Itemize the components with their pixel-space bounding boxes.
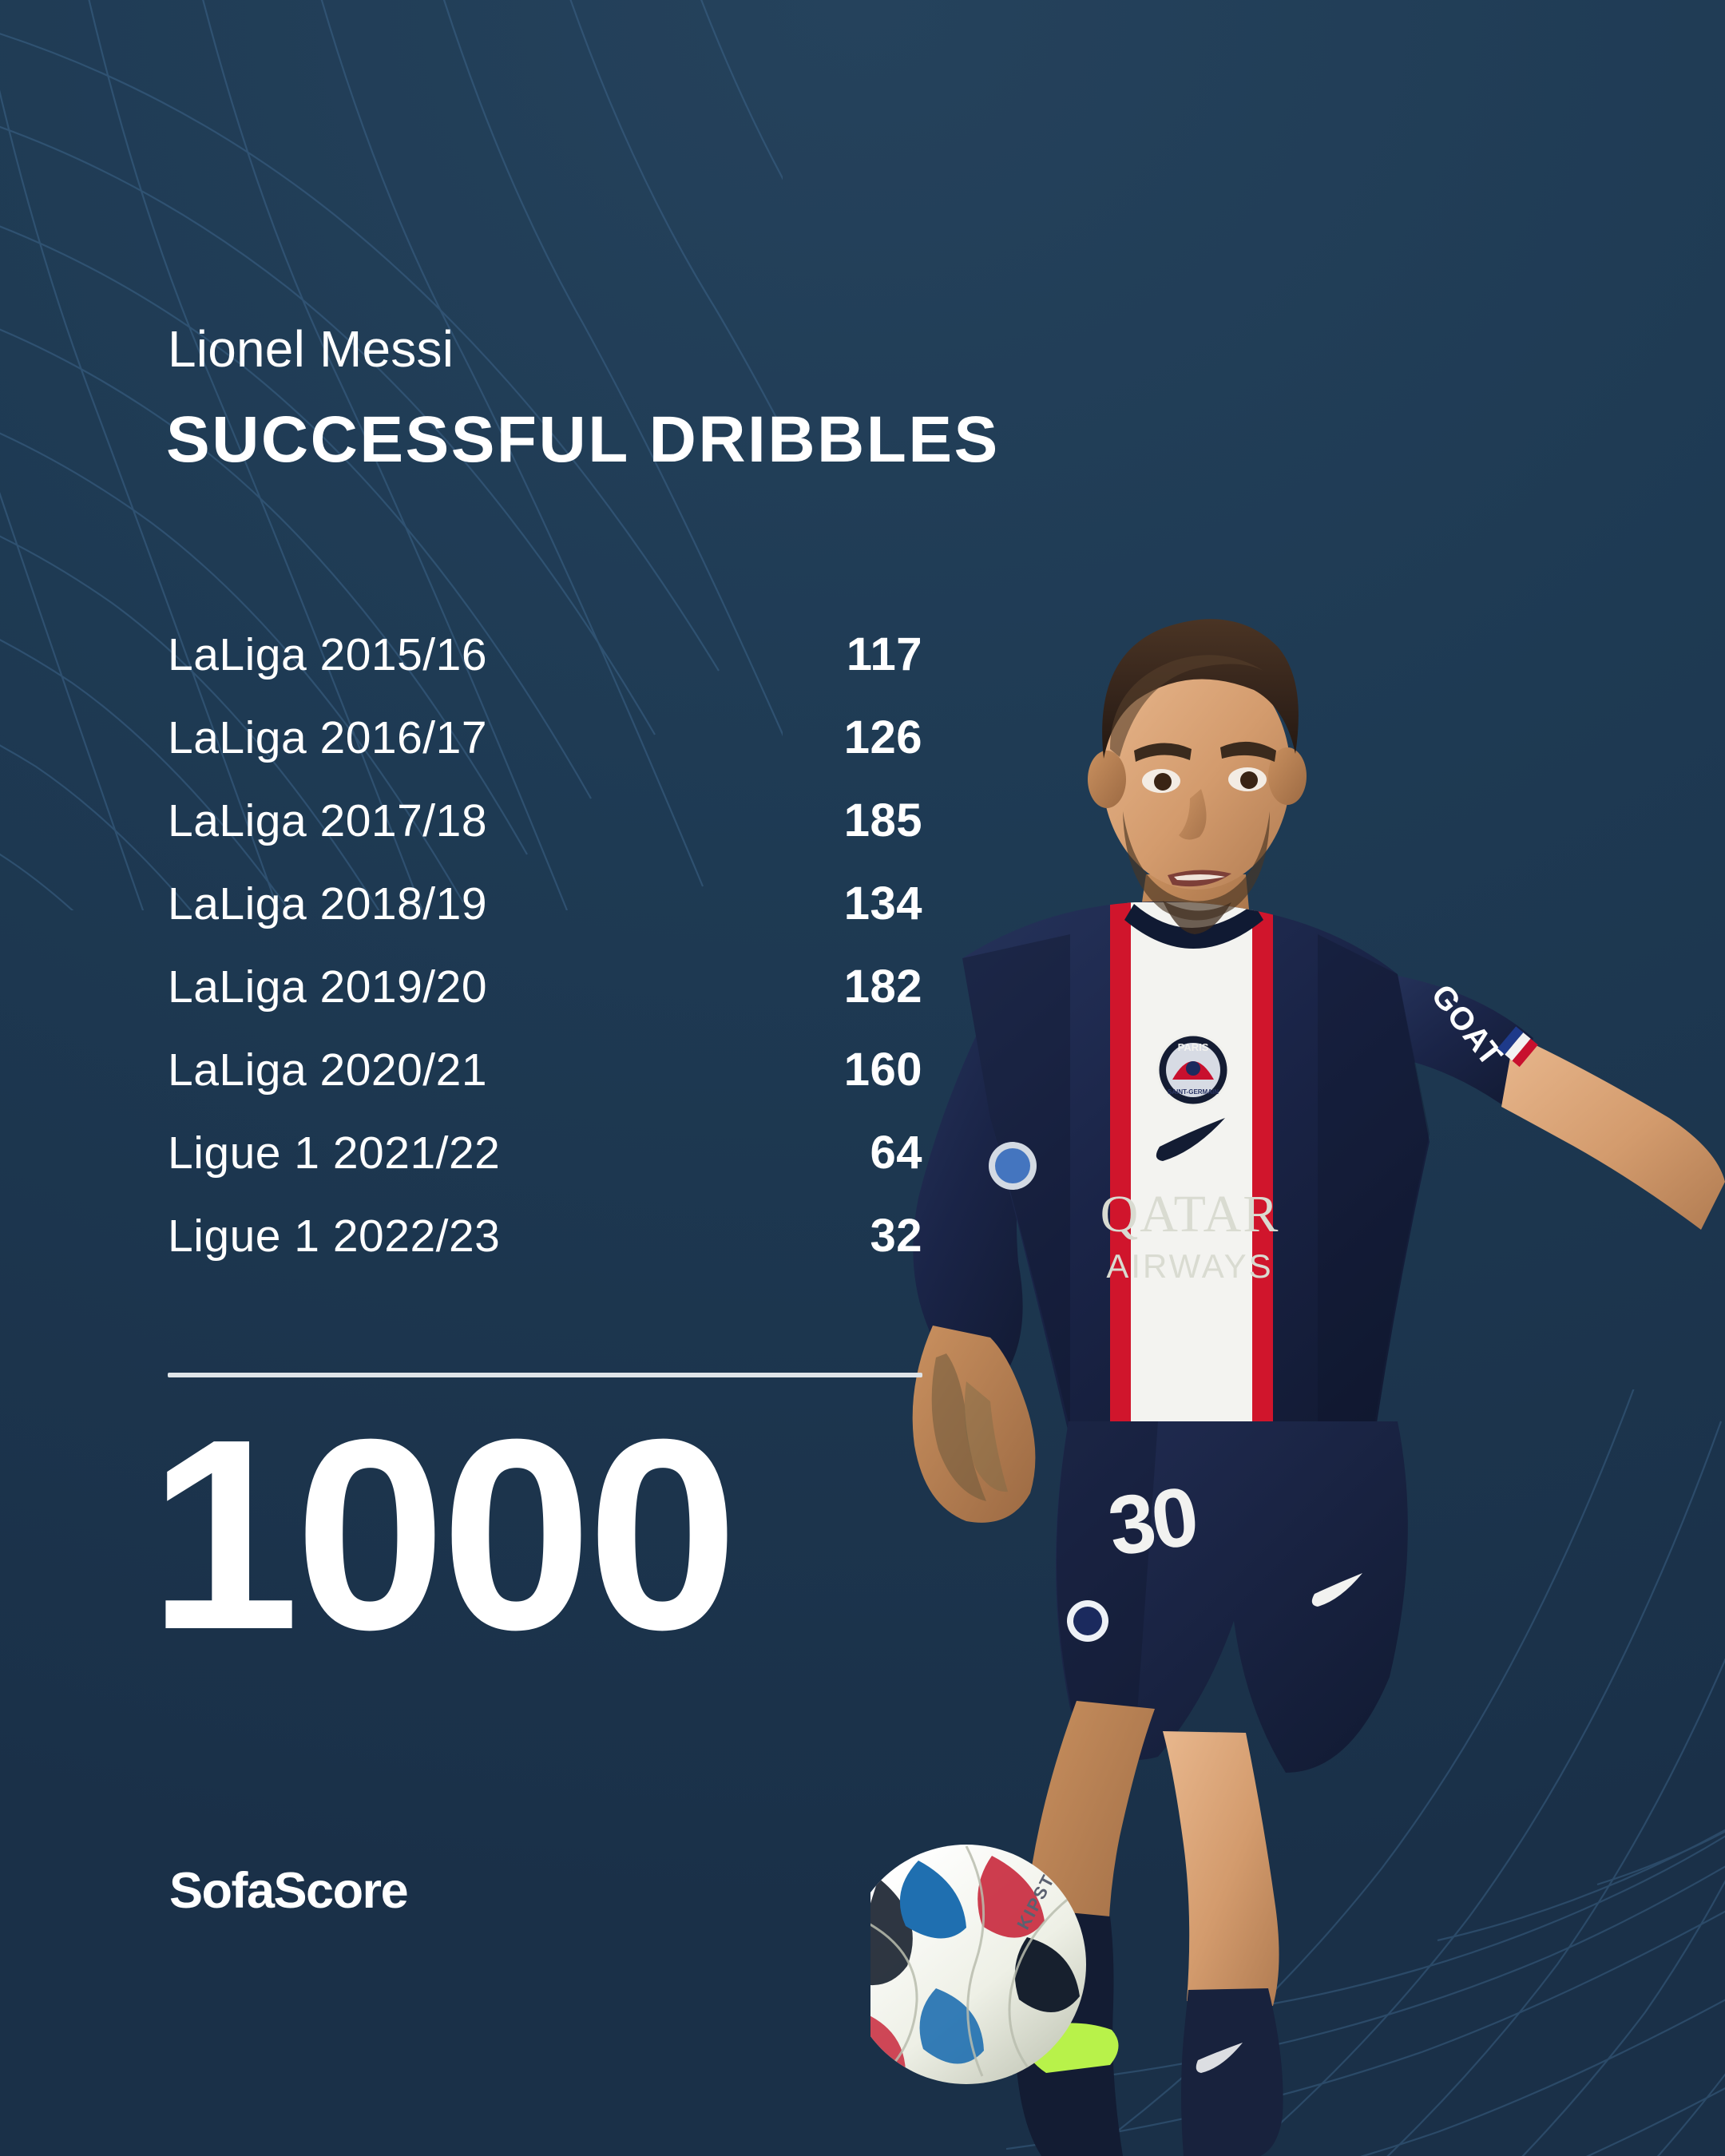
stat-row-label: LaLiga 2016/17 xyxy=(168,712,488,763)
stat-row-value: 117 xyxy=(846,628,922,680)
player-head xyxy=(1088,619,1307,934)
stat-row: LaLiga 2017/18 185 xyxy=(168,794,922,877)
stat-row: Ligue 1 2021/22 64 xyxy=(168,1126,922,1209)
player-legs xyxy=(1015,1701,1283,2156)
season-stats-list: LaLiga 2015/16 117 LaLiga 2016/17 126 LaLiga… xyxy=(168,628,922,1292)
nike-swoosh-icon xyxy=(1156,1118,1225,1161)
stat-row-label: LaLiga 2017/18 xyxy=(168,795,488,846)
flag-patch xyxy=(1497,1026,1538,1068)
shorts-number: 30 xyxy=(1103,1470,1201,1574)
sponsor-qatar: QATAR xyxy=(1100,1185,1280,1243)
stat-row-value: 185 xyxy=(843,795,922,846)
stat-row-value: 160 xyxy=(843,1044,922,1096)
stat-row: LaLiga 2016/17 126 xyxy=(168,711,922,794)
stat-row-label: Ligue 1 2021/22 xyxy=(168,1128,501,1179)
mesh-pattern-bottom-right xyxy=(1006,1389,1725,2156)
club-crest: PARIS SAINT-GERMAIN xyxy=(1156,1033,1230,1107)
stat-row-label: LaLiga 2018/19 xyxy=(168,878,488,929)
player-name: Lionel Messi xyxy=(168,320,454,378)
stat-row: LaLiga 2020/21 160 xyxy=(168,1043,922,1126)
stat-row-value: 64 xyxy=(870,1127,922,1179)
stat-row-value: 134 xyxy=(843,878,922,929)
stat-row: LaLiga 2019/20 182 xyxy=(168,960,922,1043)
stat-row-value: 182 xyxy=(843,961,922,1013)
sponsor-airways: AIRWAYS xyxy=(1106,1247,1273,1285)
brand-logo: SofaScore xyxy=(169,1863,409,1919)
stat-row-value: 126 xyxy=(843,711,922,763)
stat-row: Ligue 1 2022/23 32 xyxy=(168,1209,922,1292)
stat-row: LaLiga 2018/19 134 xyxy=(168,877,922,960)
svg-text:PARIS: PARIS xyxy=(1178,1041,1209,1053)
sleeve-goat-text: GOAT xyxy=(1424,978,1509,1073)
page-title: SUCCESSFUL DRIBBLES xyxy=(166,403,1000,476)
total-value: 1000 xyxy=(149,1383,738,1686)
content-column: Lionel Messi SUCCESSFUL DRIBBLES LaLiga … xyxy=(149,320,1000,1919)
player-right-arm: GOAT xyxy=(1390,974,1725,1230)
stat-row-value: 32 xyxy=(870,1210,922,1262)
stat-row: LaLiga 2015/16 117 xyxy=(168,628,922,711)
svg-text:SAINT-GERMAIN: SAINT-GERMAIN xyxy=(1168,1088,1219,1096)
svg-text:GOAT: GOAT xyxy=(1424,978,1509,1073)
total-divider xyxy=(168,1373,922,1377)
stat-row-label: LaLiga 2020/21 xyxy=(168,1044,488,1096)
stat-row-label: LaLiga 2019/20 xyxy=(168,961,488,1013)
svg-text:30: 30 xyxy=(1103,1470,1201,1574)
player-shorts: 30 xyxy=(1055,1421,1408,1773)
stat-row-label: Ligue 1 2022/23 xyxy=(168,1211,501,1262)
stat-row-label: LaLiga 2015/16 xyxy=(168,629,488,680)
